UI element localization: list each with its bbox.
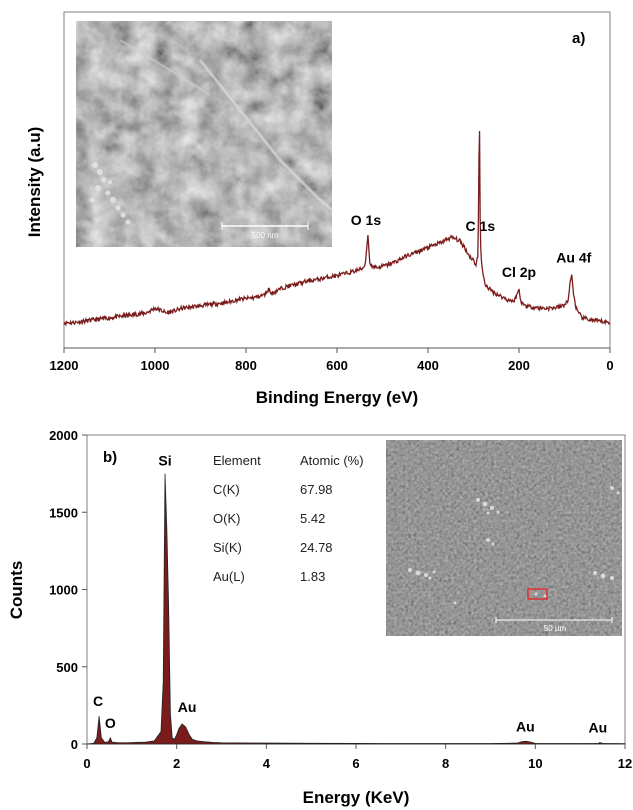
panel-a: 500 nm C 1s O 1s Cl 2p Au 4f 1200 1000 800 600… xyxy=(25,11,614,407)
x-tick-label-b: 0 xyxy=(83,756,90,771)
xps-spectrum-line xyxy=(63,130,611,327)
sem-inset-b: 50 µm xyxy=(386,440,622,636)
panel-label-b: b) xyxy=(103,449,117,466)
peak-label-b: Au xyxy=(516,719,535,735)
y-axis-title-b: Counts xyxy=(7,561,26,620)
x-tick-label-b: 8 xyxy=(442,756,449,771)
peak-labels-a: C 1s O 1s Cl 2p Au 4f xyxy=(351,212,592,280)
peak-label-a: C 1s xyxy=(466,218,496,234)
particle-clusters xyxy=(408,486,620,605)
composition-table: Element Atomic (%) C(K) 67.98 O(K) 5.42 … xyxy=(213,453,364,584)
table-header-element: Element xyxy=(213,453,261,468)
x-tick-label-a: 200 xyxy=(508,358,530,373)
x-tick-label-b: 10 xyxy=(528,756,542,771)
sem-inset-a: 500 nm xyxy=(76,21,333,247)
x-ticks-a: 1200 1000 800 600 400 200 0 xyxy=(50,348,614,373)
x-tick-label-a: 0 xyxy=(606,358,613,373)
x-tick-label-b: 4 xyxy=(263,756,271,771)
x-tick-label-a: 1200 xyxy=(50,358,79,373)
peak-label-b: Si xyxy=(158,453,171,469)
scale-bar-label-a: 500 nm xyxy=(252,231,279,240)
x-tick-label-a: 1000 xyxy=(141,358,170,373)
analysis-region-marker xyxy=(527,588,548,600)
y-tick-label-b: 1500 xyxy=(49,505,78,520)
eds-spectrum-area xyxy=(86,473,626,745)
x-tick-label-b: 2 xyxy=(173,756,180,771)
x-tick-label-b: 6 xyxy=(352,756,359,771)
peak-label-b: Au xyxy=(589,720,608,736)
x-tick-label-b: 12 xyxy=(618,756,632,771)
x-tick-label-a: 400 xyxy=(417,358,439,373)
scale-bar-label-b: 50 µm xyxy=(544,624,567,633)
y-tick-label-b: 2000 xyxy=(49,428,78,443)
y-tick-label-b: 1000 xyxy=(49,583,78,598)
peak-label-b: O xyxy=(105,715,116,731)
panel-label-a: a) xyxy=(572,30,585,47)
table-cell: Si(K) xyxy=(213,540,242,555)
table-cell: C(K) xyxy=(213,482,240,497)
nanoparticle-cluster xyxy=(89,162,131,225)
x-axis-title-a: Binding Energy (eV) xyxy=(256,388,418,407)
x-tick-label-a: 600 xyxy=(326,358,348,373)
panel-b: 50 µm Si CO Au Au Au 0 2 4 6 8 10 12 0 500 1000 1500 2… xyxy=(7,428,632,807)
table-cell: 1.83 xyxy=(300,569,325,584)
table-cell: 24.78 xyxy=(300,540,333,555)
peak-label-b: C xyxy=(93,693,103,709)
table-cell: Au(L) xyxy=(213,569,245,584)
x-ticks-b: 0 2 4 6 8 10 12 xyxy=(83,744,632,771)
peak-label-a: Cl 2p xyxy=(502,264,536,280)
peak-label-a: O 1s xyxy=(351,212,382,228)
x-tick-label-a: 800 xyxy=(235,358,257,373)
y-axis-title-a: Intensity (a.u) xyxy=(25,127,44,238)
table-cell: O(K) xyxy=(213,511,240,526)
y-tick-label-b: 0 xyxy=(71,737,78,752)
peak-labels-b: Si CO Au Au Au xyxy=(93,453,607,736)
y-tick-label-b: 500 xyxy=(56,660,78,675)
peak-label-b: Au xyxy=(178,699,197,715)
table-header-atomic: Atomic (%) xyxy=(300,453,364,468)
table-cell: 67.98 xyxy=(300,482,333,497)
x-axis-title-b: Energy (KeV) xyxy=(303,788,410,807)
y-ticks-b: 0 500 1000 1500 2000 xyxy=(49,428,87,752)
table-cell: 5.42 xyxy=(300,511,325,526)
peak-label-a: Au 4f xyxy=(556,250,591,266)
